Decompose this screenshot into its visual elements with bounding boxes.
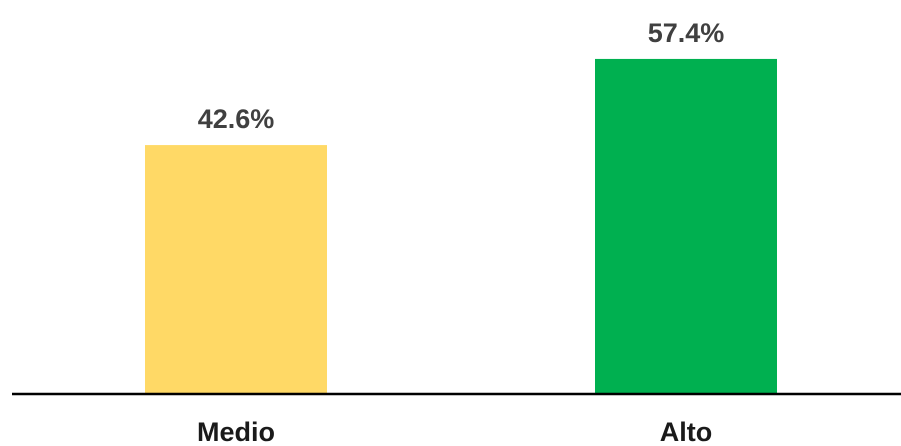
bars-group <box>145 58 777 393</box>
x-tick-label-alto: Alto <box>660 417 712 446</box>
value-label-alto: 57.4% <box>648 18 725 48</box>
bar-alto <box>595 58 777 393</box>
value-label-medio: 42.6% <box>198 104 275 134</box>
x-tick-label-medio: Medio <box>197 417 275 446</box>
x-tick-labels-group: Medio Alto <box>197 417 712 446</box>
value-labels-group: 42.6% 57.4% <box>198 18 725 134</box>
bar-medio <box>145 145 327 393</box>
